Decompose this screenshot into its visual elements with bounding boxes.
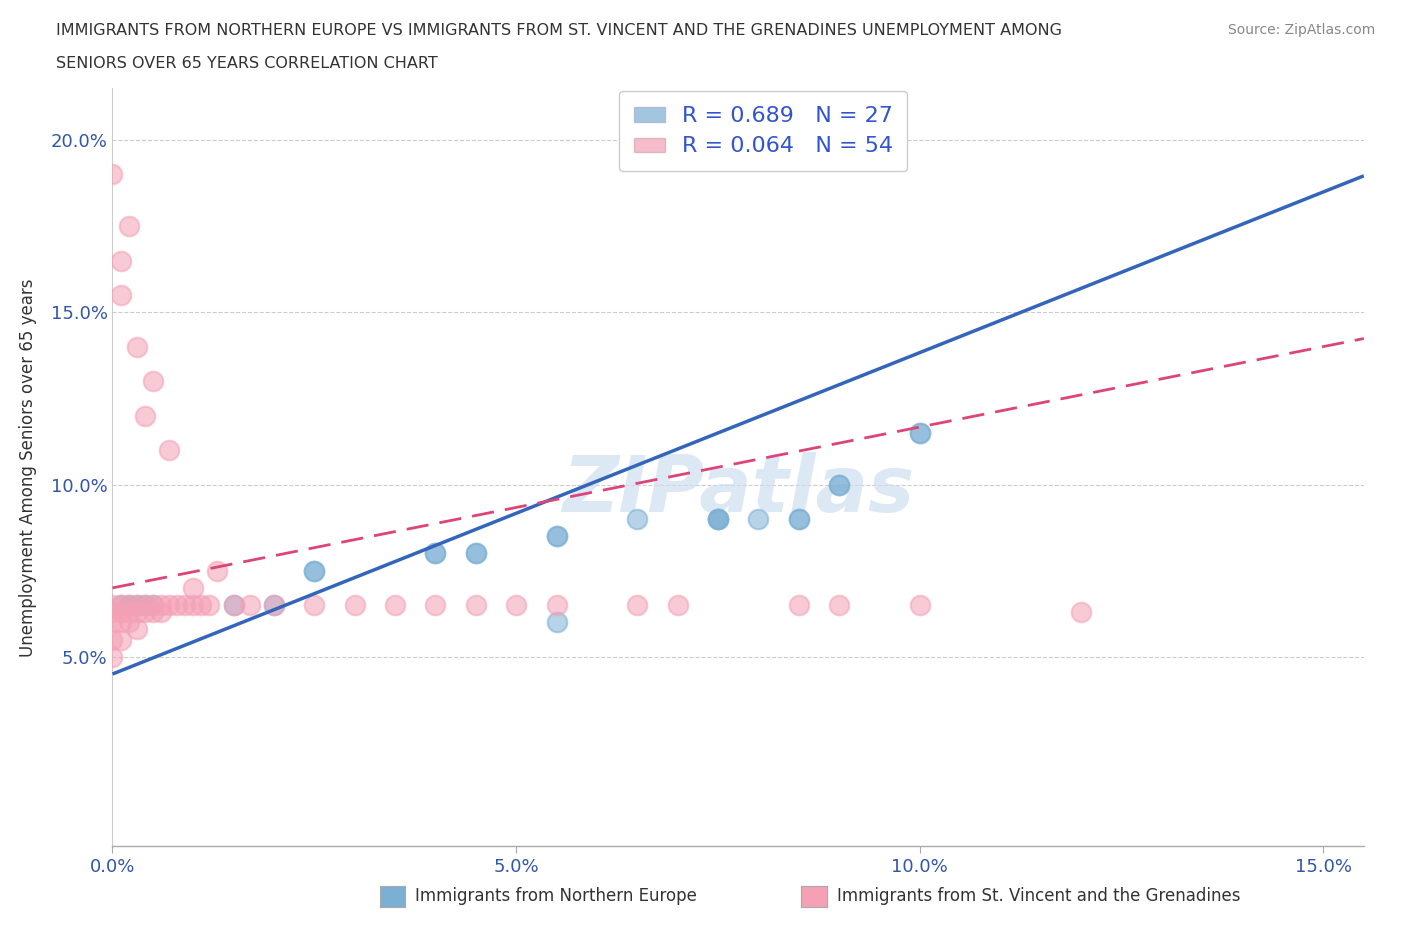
Point <box>343 598 366 613</box>
Point <box>101 604 124 619</box>
Point <box>304 564 326 578</box>
Point <box>546 529 568 544</box>
Point <box>125 598 148 613</box>
Point <box>110 632 132 647</box>
Point <box>117 598 139 613</box>
Point <box>464 598 486 613</box>
Point <box>546 615 568 630</box>
Point <box>425 546 447 561</box>
Text: Source: ZipAtlas.com: Source: ZipAtlas.com <box>1227 23 1375 37</box>
Point <box>134 408 156 423</box>
Point <box>626 598 648 613</box>
Point <box>142 598 165 613</box>
Point <box>142 604 165 619</box>
Point <box>263 598 285 613</box>
Point <box>149 604 172 619</box>
Point <box>546 598 568 613</box>
Point <box>198 598 221 613</box>
Point <box>110 615 132 630</box>
Point <box>117 598 139 613</box>
Point <box>110 598 132 613</box>
Text: Immigrants from St. Vincent and the Grenadines: Immigrants from St. Vincent and the Gren… <box>837 886 1240 905</box>
Point <box>101 632 124 647</box>
Point <box>908 598 931 613</box>
Point <box>181 580 204 595</box>
Point <box>626 512 648 526</box>
Point <box>134 598 156 613</box>
Point <box>134 598 156 613</box>
Point <box>239 598 262 613</box>
Point <box>174 598 197 613</box>
Point <box>908 425 931 440</box>
Point <box>828 598 851 613</box>
Point <box>304 564 326 578</box>
Point <box>117 219 139 233</box>
Point <box>707 512 730 526</box>
Point <box>125 604 148 619</box>
Point <box>157 598 180 613</box>
Point <box>181 598 204 613</box>
Point <box>464 546 486 561</box>
Point <box>747 512 769 526</box>
Point <box>110 287 132 302</box>
Text: IMMIGRANTS FROM NORTHERN EUROPE VS IMMIGRANTS FROM ST. VINCENT AND THE GRENADINE: IMMIGRANTS FROM NORTHERN EUROPE VS IMMIG… <box>56 23 1063 38</box>
Point <box>125 598 148 613</box>
Point <box>125 622 148 637</box>
Point <box>666 598 689 613</box>
Point <box>166 598 188 613</box>
Point <box>505 598 527 613</box>
Point <box>1070 604 1092 619</box>
Point <box>828 477 851 492</box>
Point <box>101 649 124 664</box>
Point <box>101 598 124 613</box>
Point <box>142 374 165 389</box>
Point <box>207 564 229 578</box>
Point <box>787 512 810 526</box>
Point <box>908 425 931 440</box>
Legend: R = 0.689   N = 27, R = 0.064   N = 54: R = 0.689 N = 27, R = 0.064 N = 54 <box>619 91 907 171</box>
Point <box>125 339 148 354</box>
Point <box>263 598 285 613</box>
Point <box>110 253 132 268</box>
Point <box>134 604 156 619</box>
Point <box>464 546 486 561</box>
Point <box>384 598 406 613</box>
Point <box>101 167 124 182</box>
Text: SENIORS OVER 65 YEARS CORRELATION CHART: SENIORS OVER 65 YEARS CORRELATION CHART <box>56 56 439 71</box>
Point <box>222 598 245 613</box>
Point <box>110 604 132 619</box>
Point <box>787 598 810 613</box>
Point <box>787 512 810 526</box>
Point <box>425 598 447 613</box>
Y-axis label: Unemployment Among Seniors over 65 years: Unemployment Among Seniors over 65 years <box>18 278 37 657</box>
Point <box>117 615 139 630</box>
Point <box>142 598 165 613</box>
Point <box>110 598 132 613</box>
Point <box>157 443 180 458</box>
Point <box>117 604 139 619</box>
Point <box>425 546 447 561</box>
Point <box>222 598 245 613</box>
Text: ZIPatlas: ZIPatlas <box>562 452 914 528</box>
Point <box>707 512 730 526</box>
Point <box>546 529 568 544</box>
Point <box>190 598 212 613</box>
Point <box>304 598 326 613</box>
Point <box>101 615 124 630</box>
Point <box>828 477 851 492</box>
Text: Immigrants from Northern Europe: Immigrants from Northern Europe <box>415 886 696 905</box>
Point <box>707 512 730 526</box>
Point <box>149 598 172 613</box>
